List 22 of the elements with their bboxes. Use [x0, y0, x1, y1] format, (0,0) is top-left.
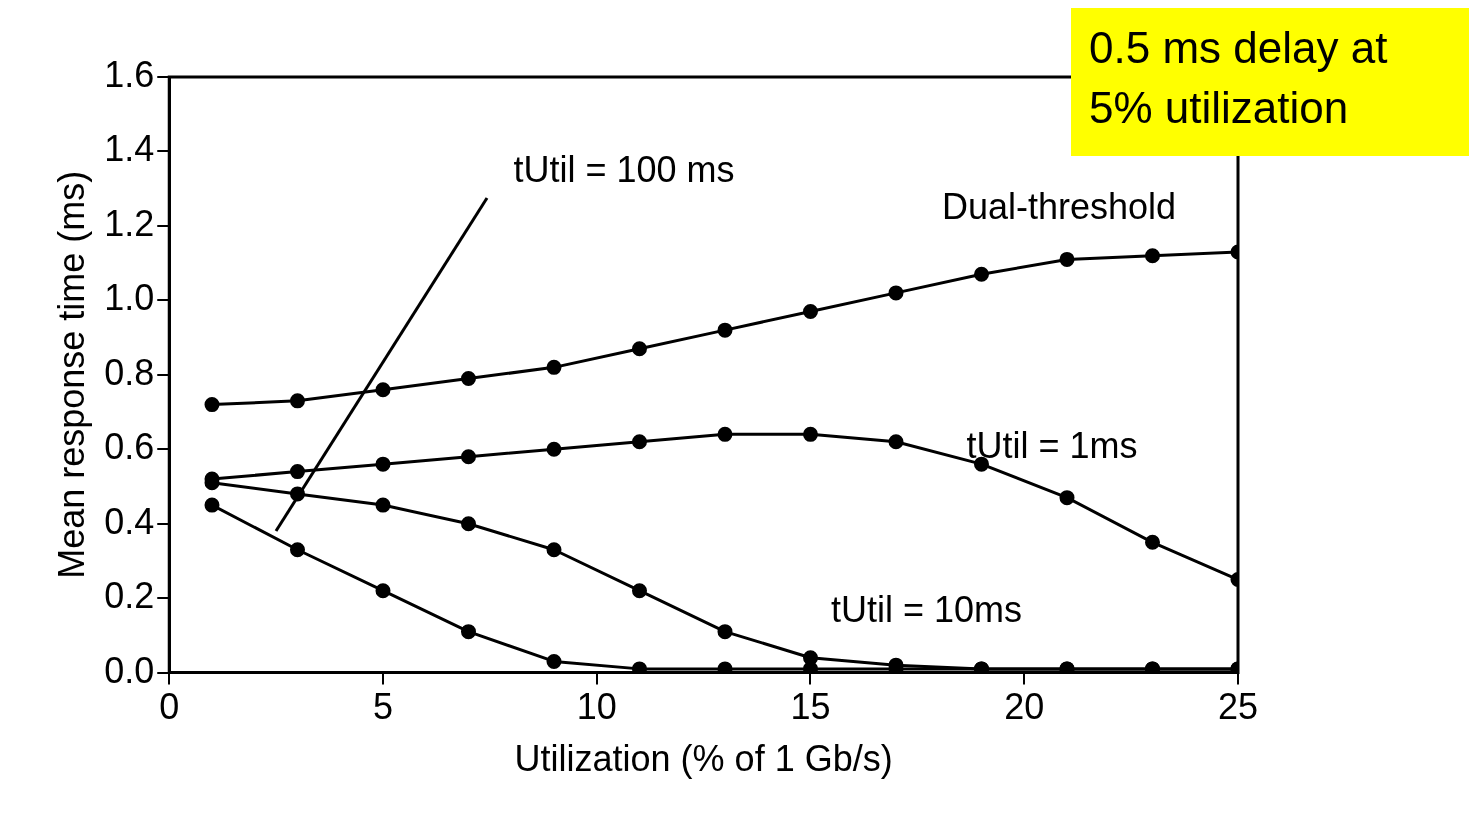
y-tick-label: 0.0 — [104, 649, 155, 691]
y-axis-title: Mean response time (ms) — [50, 170, 92, 579]
x-tick-label: 10 — [576, 686, 617, 728]
text: tUtil = 100 ms — [513, 149, 735, 191]
y-tick-label: 0.6 — [104, 426, 155, 468]
x-tick-label: 25 — [1217, 686, 1259, 728]
series-label: Dual-threshold — [941, 186, 1177, 228]
y-tick-label: 0.8 — [104, 351, 155, 393]
x-axis-title: Utilization (% of 1 Gb/s) — [514, 738, 893, 780]
y-tick-label: 0.4 — [104, 500, 155, 542]
series-label: tUtil = 1ms — [966, 424, 1138, 466]
y-tick-label: 0.2 — [104, 575, 155, 617]
x-tick-label: 20 — [1004, 686, 1045, 728]
annotation: 0.5 ms delay at 5% utilization — [1071, 8, 1469, 156]
y-tick-label: 1.2 — [104, 202, 155, 244]
x-tick-label: 0 — [159, 686, 180, 728]
y-tick-label: 1.4 — [104, 128, 155, 170]
y-tick-label: 1.0 — [104, 277, 155, 319]
series-label: tUtil = 10ms — [830, 588, 1023, 630]
y-tick-label: 1.6 — [104, 53, 155, 95]
x-tick-label: 15 — [790, 686, 831, 728]
x-tick-label: 5 — [372, 686, 394, 728]
